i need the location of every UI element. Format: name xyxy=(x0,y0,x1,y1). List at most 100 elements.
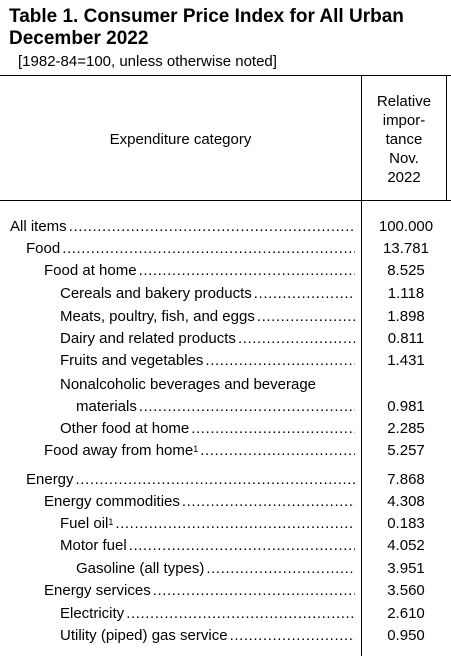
title-line-2: December 2022 xyxy=(9,28,149,49)
table-subtitle: [1982-84=100, unless otherwise noted] xyxy=(18,53,277,70)
row-label-text: Food away from home1 xyxy=(44,440,201,462)
row-value: 0.981 xyxy=(387,398,425,415)
row-label-text: Energy services xyxy=(44,580,153,602)
row-label: Electricity.............................… xyxy=(60,603,355,625)
row-value: 3.560 xyxy=(387,582,425,599)
right-divider xyxy=(446,76,447,200)
row-label: Fruits and vegetables...................… xyxy=(60,350,355,372)
row-value: 5.257 xyxy=(387,442,425,459)
dot-leader: ........................................… xyxy=(191,420,355,437)
row-label-text: Nonalcoholic beverages and beverage xyxy=(60,374,319,396)
row-label-text: Food xyxy=(26,238,63,260)
header-relative-line: tance xyxy=(385,131,423,148)
row-label: Utility (piped) gas service.............… xyxy=(60,625,355,647)
table-row: Nonalcoholic beverages and beverage xyxy=(0,374,451,396)
row-label: Gasoline (all types)....................… xyxy=(76,558,355,580)
table-row: All items...............................… xyxy=(0,216,451,238)
row-value: 0.183 xyxy=(387,515,425,532)
header-relative-line: Nov. xyxy=(389,150,419,167)
row-value: 4.052 xyxy=(387,537,425,554)
table-row: Energy services.........................… xyxy=(0,580,451,602)
dot-leader: ........................................… xyxy=(115,515,355,532)
dot-leader: ........................................… xyxy=(229,627,355,644)
row-label-text: Meats, poultry, fish, and eggs xyxy=(60,306,257,328)
footnote-marker: 1 xyxy=(108,517,114,527)
row-label: materials...............................… xyxy=(76,396,355,418)
header-bottom-rule xyxy=(0,200,451,201)
table-row: Food away from home1....................… xyxy=(0,440,451,462)
dot-leader: ........................................… xyxy=(256,308,355,325)
table-row: Meats, poultry, fish, and eggs..........… xyxy=(0,306,451,328)
row-label-text: Energy xyxy=(26,469,76,491)
dot-leader: ........................................… xyxy=(138,398,355,415)
dot-leader: ........................................… xyxy=(200,442,355,459)
header-relative-line: impor- xyxy=(382,112,426,129)
table-row: Cereals and bakery products.............… xyxy=(0,283,451,305)
row-label: Other food at home......................… xyxy=(60,418,355,440)
row-label-text: Energy commodities xyxy=(44,491,182,513)
table-row: Electricity.............................… xyxy=(0,603,451,625)
header-relative-line: Relative xyxy=(376,93,432,110)
row-label-text: Fuel oil1 xyxy=(60,513,116,535)
row-label-text: Electricity xyxy=(60,603,127,625)
title-line-1: Table 1. Consumer Price Index for All Ur… xyxy=(9,6,404,27)
dot-leader: ........................................… xyxy=(62,240,355,257)
row-value: 1.118 xyxy=(387,285,425,302)
row-value: 100.000 xyxy=(378,218,434,235)
row-label: Energy..................................… xyxy=(26,469,355,491)
table-row: Utility (piped) gas service.............… xyxy=(0,625,451,647)
column-divider xyxy=(361,76,362,656)
row-label: Energy services.........................… xyxy=(44,580,355,602)
row-label: Nonalcoholic beverages and beverage xyxy=(60,374,355,396)
dot-leader: ........................................… xyxy=(152,582,355,599)
table-row: Other food at home......................… xyxy=(0,418,451,440)
row-label: Food at home............................… xyxy=(44,260,355,282)
row-value: 0.811 xyxy=(387,330,425,347)
footnote-marker: 1 xyxy=(193,444,199,454)
row-label-text: Gasoline (all types) xyxy=(76,558,207,580)
table-row: Fruits and vegetables...................… xyxy=(0,350,451,372)
row-label: Meats, poultry, fish, and eggs..........… xyxy=(60,306,355,328)
table-row: Energy..................................… xyxy=(0,469,451,491)
header-relative-line: 2022 xyxy=(387,169,421,186)
row-value: 8.525 xyxy=(387,262,425,279)
row-label: Energy commodities......................… xyxy=(44,491,355,513)
top-rule xyxy=(0,75,451,76)
row-value: 3.951 xyxy=(387,560,425,577)
row-value: 1.898 xyxy=(387,308,425,325)
row-label-text: All items xyxy=(10,216,69,238)
row-label: All items...............................… xyxy=(10,216,355,238)
row-label-text: Fruits and vegetables xyxy=(60,350,206,372)
row-label-text: Cereals and bakery products xyxy=(60,283,254,305)
table-row: Food at home............................… xyxy=(0,260,451,282)
row-value: 2.285 xyxy=(387,420,425,437)
header-expenditure-category: Expenditure category xyxy=(109,131,252,148)
row-label-text: Food at home xyxy=(44,260,139,282)
row-label: Cereals and bakery products.............… xyxy=(60,283,355,305)
row-label: Food away from home1....................… xyxy=(44,440,355,462)
dot-leader: ........................................… xyxy=(138,262,355,279)
dot-leader: ........................................… xyxy=(181,493,355,510)
row-label-text: Other food at home xyxy=(60,418,192,440)
row-label-text: Utility (piped) gas service xyxy=(60,625,230,647)
dot-leader: ........................................… xyxy=(253,285,355,302)
dot-leader: ........................................… xyxy=(126,605,355,622)
table-row: materials...............................… xyxy=(0,396,451,418)
dot-leader: ........................................… xyxy=(237,330,355,347)
row-value: 2.610 xyxy=(387,605,425,622)
row-label-text: materials xyxy=(76,396,139,418)
row-label: Food....................................… xyxy=(26,238,355,260)
row-value: 0.950 xyxy=(387,627,425,644)
dot-leader: ........................................… xyxy=(68,218,355,235)
row-label: Motor fuel..............................… xyxy=(60,535,355,557)
row-value: 1.431 xyxy=(387,352,425,369)
table-row: Food....................................… xyxy=(0,238,451,260)
header-relative-importance: Relative impor- tance Nov. 2022 xyxy=(362,92,446,187)
row-label-text: Motor fuel xyxy=(60,535,129,557)
table-row: Gasoline (all types)....................… xyxy=(0,558,451,580)
table-row: Motor fuel..............................… xyxy=(0,535,451,557)
dot-leader: ........................................… xyxy=(205,352,355,369)
row-label-text: Dairy and related products xyxy=(60,328,238,350)
dot-leader: ........................................… xyxy=(75,471,355,488)
dot-leader: ........................................… xyxy=(128,537,355,554)
